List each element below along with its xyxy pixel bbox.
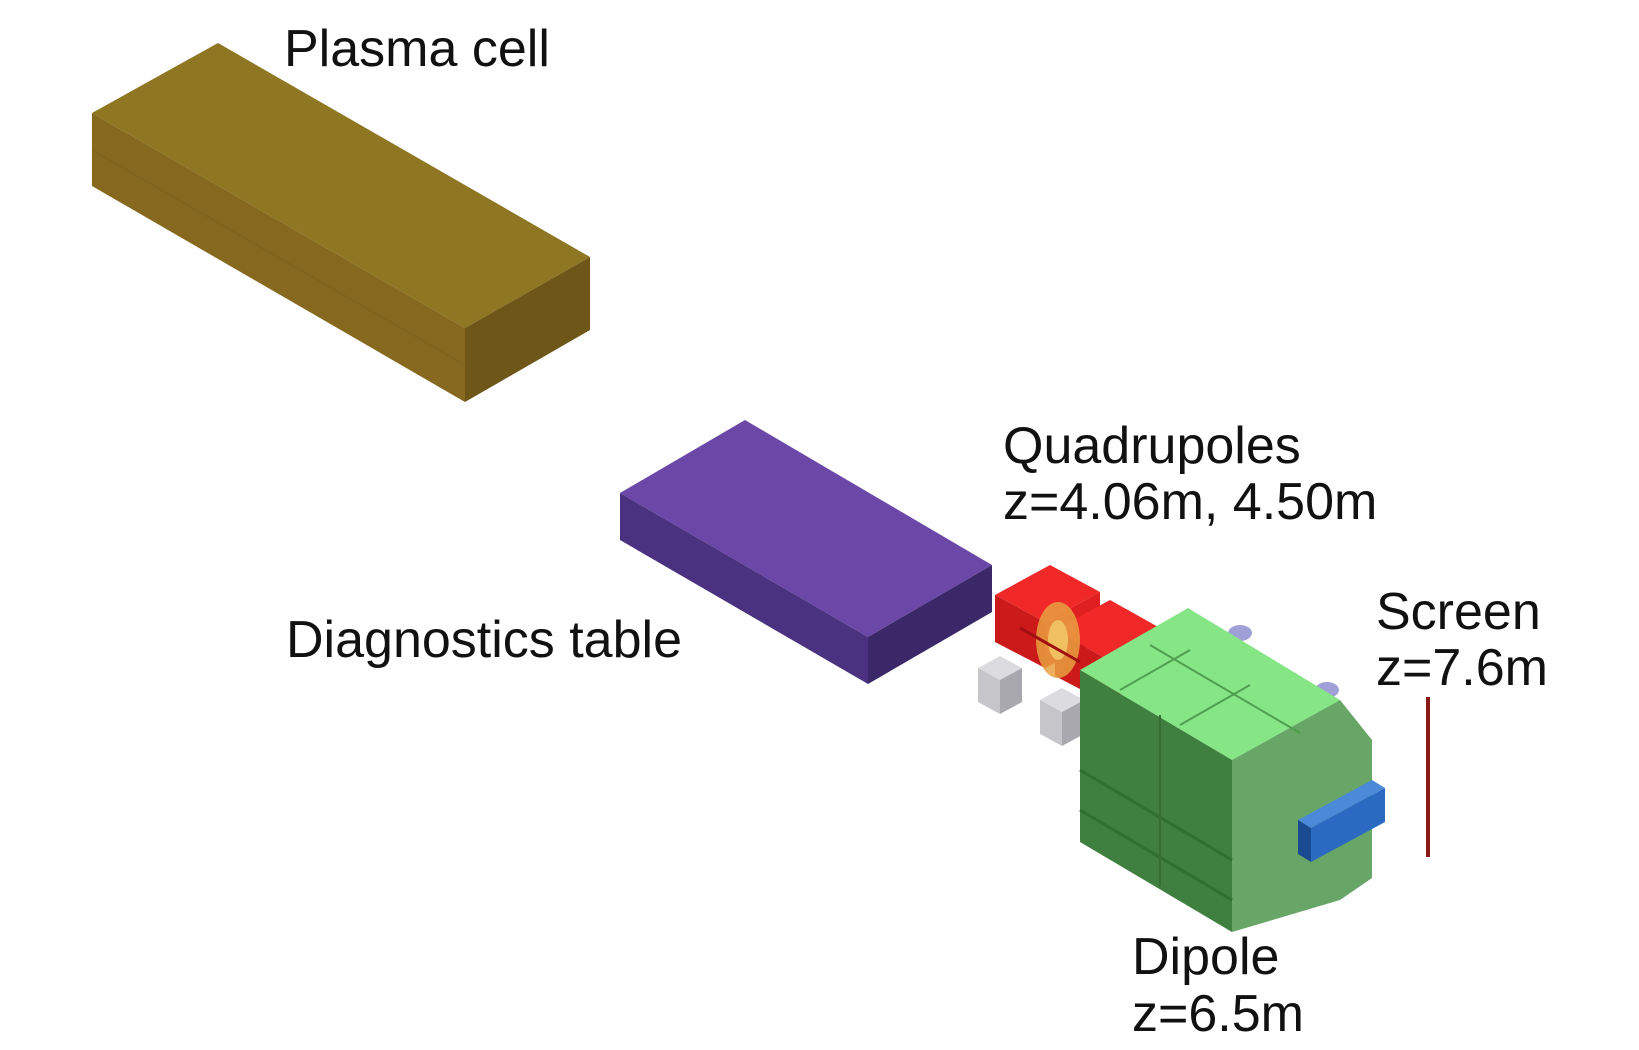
dipole-position-label: z=6.5m: [1132, 985, 1304, 1043]
dipole-magnet: [1079, 608, 1372, 932]
quadrupoles-position-label: z=4.06m, 4.50m: [1003, 473, 1378, 531]
diagnostics-table-box: [620, 420, 992, 684]
dipole-blue-part: [1298, 780, 1385, 862]
screen-label: Screen: [1376, 583, 1541, 641]
quadrupoles-label: Quadrupoles: [1003, 417, 1301, 475]
plasma-cell-box: [91, 43, 590, 402]
diagnostics-table-label: Diagnostics table: [286, 611, 682, 669]
dipole-label: Dipole: [1132, 928, 1280, 986]
screen-position-label: z=7.6m: [1376, 639, 1548, 697]
support-blocks: [978, 656, 1084, 746]
plasma-cell-label: Plasma cell: [284, 20, 550, 78]
